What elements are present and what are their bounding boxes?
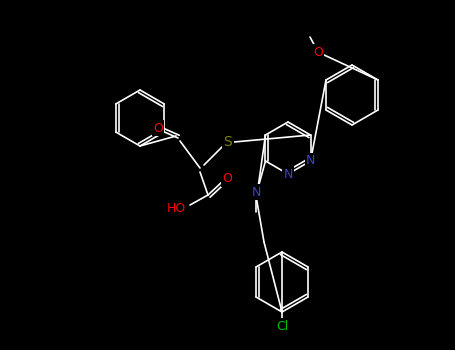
Text: S: S	[223, 135, 233, 149]
Text: HO: HO	[167, 202, 186, 215]
Text: O: O	[153, 121, 163, 134]
Text: O: O	[313, 46, 323, 58]
Text: O: O	[222, 173, 232, 186]
Text: N: N	[283, 168, 293, 181]
Text: N: N	[251, 186, 261, 198]
Text: N: N	[306, 154, 315, 168]
Text: Cl: Cl	[276, 320, 288, 332]
